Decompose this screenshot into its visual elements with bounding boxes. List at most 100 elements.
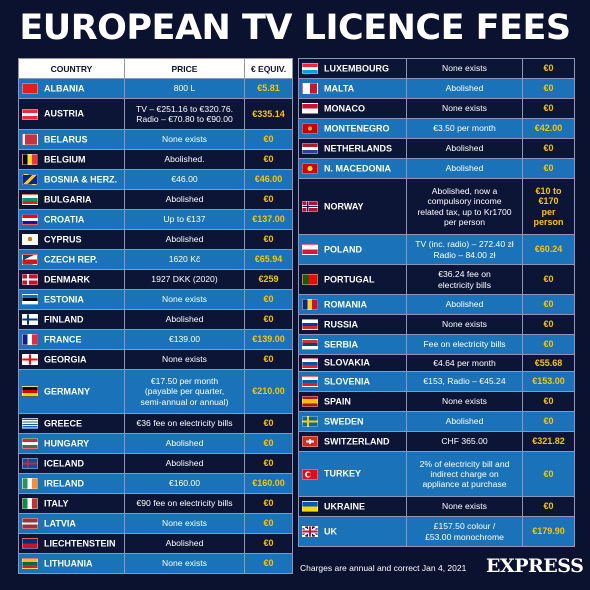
equiv-cell: €0 xyxy=(244,453,293,474)
country-cell: CROATIA xyxy=(18,209,125,230)
country-name: BELARUS xyxy=(44,134,88,145)
country-name: AUSTRIA xyxy=(44,109,84,120)
table-row: ESTONIA None exists €0 xyxy=(18,289,293,310)
table-row: NORWAY Abolished, now a compulsory income r… xyxy=(298,178,575,235)
ukraine-flag-icon xyxy=(302,501,318,513)
price-cell: None exists xyxy=(124,513,245,534)
price-cell: 2% of electricity bill and indirect charg… xyxy=(406,451,523,497)
price-cell: Abolished xyxy=(124,189,245,210)
country-name: CROATIA xyxy=(44,214,85,225)
equiv-cell: €0 xyxy=(522,78,575,99)
country-name: SERBIA xyxy=(324,339,359,350)
country-cell: UKRAINE xyxy=(298,496,407,517)
table-row: UKRAINE None exists €0 xyxy=(298,496,575,517)
price-cell: Abolished xyxy=(406,158,523,179)
table-row: CZECH REP. 1620 Kč €65.94 xyxy=(18,249,293,270)
equiv-cell: €0 xyxy=(244,413,293,434)
georgia-flag-icon xyxy=(22,354,38,366)
country-name: IRELAND xyxy=(44,478,84,489)
poland-flag-icon xyxy=(302,244,318,256)
equiv-cell: €0 xyxy=(522,314,575,335)
portugal-flag-icon xyxy=(302,274,318,286)
country-name: CYPRUS xyxy=(44,234,82,245)
country-cell: SWITZERLAND xyxy=(298,431,407,452)
country-name: ROMANIA xyxy=(324,299,367,310)
equiv-cell: €0 xyxy=(244,229,293,250)
country-name: SWEDEN xyxy=(324,416,364,427)
country-cell: N. MACEDONIA xyxy=(298,158,407,179)
price-cell: Fee on electricity bills xyxy=(406,334,523,355)
bulgaria-flag-icon xyxy=(22,194,38,206)
price-cell: None exists xyxy=(406,314,523,335)
country-cell: BELARUS xyxy=(18,129,125,150)
country-cell: SLOVAKIA xyxy=(298,354,407,372)
price-cell: €3.50 per month xyxy=(406,118,523,139)
equiv-cell: €179.90 xyxy=(522,516,575,547)
austria-flag-icon xyxy=(22,108,38,120)
country-name: ITALY xyxy=(44,498,69,509)
country-name: MALTA xyxy=(324,83,355,94)
macedonia-flag-icon xyxy=(302,163,318,175)
table-row: PORTUGAL €36.24 fee on electricity bills €0 xyxy=(298,264,575,295)
table-row: LUXEMBOURG None exists €0 xyxy=(298,58,575,79)
country-name: ICELAND xyxy=(44,458,84,469)
romania-flag-icon xyxy=(302,299,318,311)
country-name: TURKEY xyxy=(324,469,362,480)
country-cell: ROMANIA xyxy=(298,294,407,315)
price-cell: Abolished, now a compulsory income related… xyxy=(406,178,523,235)
country-name: CZECH REP. xyxy=(44,254,98,265)
country-cell: IRELAND xyxy=(18,473,125,494)
country-cell: PORTUGAL xyxy=(298,264,407,295)
germany-flag-icon xyxy=(22,386,38,398)
country-name: ALBANIA xyxy=(44,83,85,94)
country-name: SLOVAKIA xyxy=(324,358,370,369)
price-cell: None exists xyxy=(124,289,245,310)
equiv-cell: €210.00 xyxy=(244,369,293,414)
table-row: BOSNIA & HERZ. €46.00 €46.00 xyxy=(18,169,293,190)
equiv-cell: €0 xyxy=(244,493,293,514)
table-row: IRELAND €160.00 €160.00 xyxy=(18,473,293,494)
price-cell: Abolished xyxy=(406,138,523,159)
country-cell: ALBANIA xyxy=(18,78,125,99)
equiv-cell: €0 xyxy=(522,451,575,497)
equiv-cell: €0 xyxy=(522,411,575,432)
country-cell: ICELAND xyxy=(18,453,125,474)
country-name: GERMANY xyxy=(44,386,91,397)
country-name: RUSSIA xyxy=(324,319,359,330)
table-row: ITALY €90 fee on electricity bills €0 xyxy=(18,493,293,514)
equiv-cell: €321.82 xyxy=(522,431,575,452)
country-name: BULGARIA xyxy=(44,194,92,205)
equiv-cell: €42.00 xyxy=(522,118,575,139)
country-name: FRANCE xyxy=(44,334,82,345)
table-row: AUSTRIA TV – €251.16 to €320.76. Radio – €… xyxy=(18,98,293,130)
equiv-cell: €0 xyxy=(244,513,293,534)
country-cell: FINLAND xyxy=(18,309,125,330)
equiv-cell: €0 xyxy=(244,189,293,210)
country-cell: DENMARK xyxy=(18,269,125,290)
price-cell: 800 L xyxy=(124,78,245,99)
sweden-flag-icon xyxy=(302,416,318,428)
price-cell: €139.00 xyxy=(124,329,245,350)
uk-flag-icon xyxy=(302,526,318,538)
country-cell: CZECH REP. xyxy=(18,249,125,270)
estonia-flag-icon xyxy=(22,294,38,306)
table-row: FINLAND Abolished €0 xyxy=(18,309,293,330)
finland-flag-icon xyxy=(22,314,38,326)
equiv-cell: €0 xyxy=(244,433,293,454)
price-cell: €36.24 fee on electricity bills xyxy=(406,264,523,295)
switzerland-flag-icon xyxy=(302,436,318,448)
price-cell: Abolished. xyxy=(124,149,245,170)
price-cell: None exists xyxy=(406,391,523,412)
table-row: SLOVENIA €153, Radio – €45.24 €153.00 xyxy=(298,371,575,392)
table-row: ALBANIA 800 L €5.81 xyxy=(18,78,293,99)
table-row: ROMANIA Abolished €0 xyxy=(298,294,575,315)
country-name: MONTENEGRO xyxy=(324,123,390,134)
equiv-cell: €55.68 xyxy=(522,354,575,372)
price-cell: None exists xyxy=(406,58,523,79)
price-cell: CHF 365.00 xyxy=(406,431,523,452)
country-cell: LIECHTENSTEIN xyxy=(18,533,125,554)
table-row: CYPRUS Abolished €0 xyxy=(18,229,293,250)
czech-flag-icon xyxy=(22,254,38,266)
table-row: BULGARIA Abolished €0 xyxy=(18,189,293,210)
country-name: NETHERLANDS xyxy=(324,143,393,154)
